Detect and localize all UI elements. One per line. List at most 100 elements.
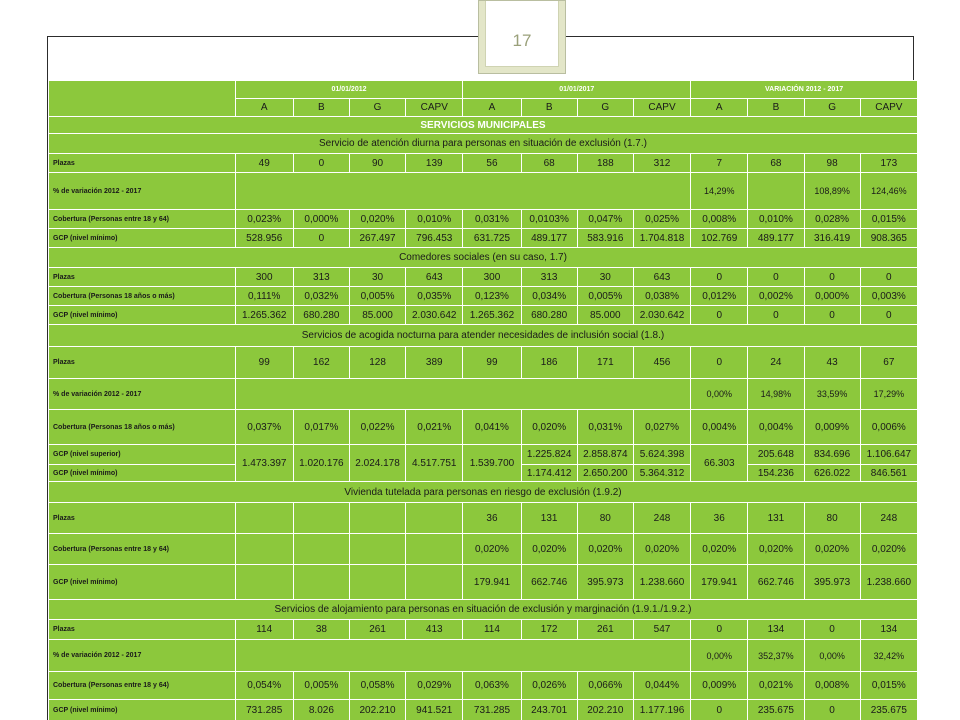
table-cell: 85.000 (576, 305, 634, 325)
table-cell: 0,020% (632, 533, 692, 565)
table-cell: 0,020% (576, 533, 634, 565)
table-cell (292, 533, 350, 565)
table-cell: 172 (520, 619, 578, 640)
table-row: GCP (nivel mínimo) 1.265.362 680.280 85.000… (48, 305, 919, 325)
table-cell: 134 (747, 619, 805, 640)
row-label: Plazas (48, 153, 236, 173)
table-cell: 662.746 (520, 564, 578, 600)
table-cell: 139 (405, 153, 464, 173)
table-cell: 0,021% (747, 671, 805, 700)
table-cell: 24 (747, 346, 805, 379)
empty-cell (234, 378, 692, 410)
table-row: % de variación 2012 - 2017 14,29% 108,89% 1… (48, 172, 919, 210)
table-cell: 0 (803, 699, 861, 720)
table-cell (234, 533, 294, 565)
row-label: GCP (nivel mínimo) (48, 464, 236, 482)
header-year-2017: 01/01/2017 (462, 80, 692, 99)
table-row: GCP (nivel superior) 1.473.397 1.020.176 2.… (48, 444, 919, 482)
table-cell: 0,004% (747, 409, 805, 445)
table-cell: 643 (632, 267, 692, 287)
table-cell: 0,063% (462, 671, 522, 700)
table-cell: 248 (859, 502, 919, 534)
table-cell: 0 (690, 699, 749, 720)
table-cell: 0,020% (747, 533, 805, 565)
group-title-row: Servicios de alojamiento para personas e… (48, 599, 918, 620)
table-cell: 313 (292, 267, 350, 287)
row-label: GCP (nivel mínimo) (48, 228, 236, 248)
empty-cell (234, 172, 692, 210)
table-cell (747, 172, 805, 210)
table-cell: 0,023% (234, 209, 294, 229)
page-number-tab: 17 (478, 0, 566, 74)
table-cell: 1.174.412 (520, 464, 578, 482)
table-cell: 2.650.200 (576, 464, 634, 482)
table-cell: 17,29% (859, 378, 919, 410)
table-cell: 1.265.362 (234, 305, 294, 325)
table-cell: 0,031% (462, 209, 522, 229)
table-cell: 43 (803, 346, 861, 379)
table-cell (348, 564, 407, 600)
table-cell: 0,020% (690, 533, 749, 565)
table-cell: 0,026% (520, 671, 578, 700)
row-label: Cobertura (Personas entre 18 y 64) (48, 671, 236, 700)
table-cell: 154.236 (747, 464, 805, 482)
table-cell: 0,066% (576, 671, 634, 700)
table-row: Cobertura (Personas 18 años o más) 0,111%… (48, 286, 919, 306)
table-cell: 0 (690, 346, 749, 379)
table-cell: 0,009% (803, 409, 861, 445)
row-label: GCP (nivel mínimo) (48, 699, 236, 720)
table-cell: 0 (803, 305, 861, 325)
table-cell: 0 (292, 153, 350, 173)
table-cell: 128 (348, 346, 407, 379)
table-cell: 14,29% (690, 172, 749, 210)
table-cell: 179.941 (690, 564, 749, 600)
group-title-row: Vivienda tutelada para personas en riesg… (48, 481, 918, 503)
table-cell: 131 (520, 502, 578, 534)
table-cell (234, 502, 294, 534)
table-cell: 1.473.397 (234, 444, 294, 482)
table-cell: 134 (859, 619, 919, 640)
table-cell: 0,00% (690, 639, 749, 672)
header-col: G (576, 98, 634, 117)
table-cell: 312 (632, 153, 692, 173)
table-cell: 313 (520, 267, 578, 287)
table-cell: 30 (348, 267, 407, 287)
section-title: SERVICIOS MUNICIPALES (48, 116, 918, 134)
table-cell: 1.238.660 (859, 564, 919, 600)
table-cell: 99 (462, 346, 522, 379)
table-cell: 456 (632, 346, 692, 379)
row-label: GCP (nivel mínimo) (48, 305, 236, 325)
row-label: % de variación 2012 - 2017 (48, 639, 236, 672)
table-cell: 80 (803, 502, 861, 534)
group-title-row: Comedores sociales (en su caso, 1.7) (48, 247, 918, 268)
table-cell: 834.696 (803, 444, 861, 465)
group-title: Comedores sociales (en su caso, 1.7) (48, 247, 918, 268)
table-cell: 36 (462, 502, 522, 534)
table-cell: 0,037% (234, 409, 294, 445)
table-row: % de variación 2012 - 2017 0,00% 14,98% 33,… (48, 378, 919, 410)
table-cell: 0,047% (576, 209, 634, 229)
row-label: GCP (nivel mínimo) (48, 564, 236, 600)
table-cell: 0,017% (292, 409, 350, 445)
table-row: GCP (nivel mínimo) 1.174.412 2.650.200 5.36… (48, 464, 919, 482)
table-cell: 0,002% (747, 286, 805, 306)
group-title: Vivienda tutelada para personas en riesg… (48, 481, 918, 503)
table-cell (292, 502, 350, 534)
table-cell: 33,59% (803, 378, 861, 410)
table-cell: 98 (803, 153, 861, 173)
table-cell: 0,111% (234, 286, 294, 306)
table-cell: 248 (632, 502, 692, 534)
group-title: Servicio de atención diurna para persona… (48, 133, 918, 154)
table-cell: 179.941 (462, 564, 522, 600)
table-cell: 0,020% (859, 533, 919, 565)
table-cell: 90 (348, 153, 407, 173)
table-cell: 0,025% (632, 209, 692, 229)
table-cell: 680.280 (292, 305, 350, 325)
table-cell: 1.177.196 (632, 699, 692, 720)
table-cell: 0,012% (690, 286, 749, 306)
table-cell: 0,005% (576, 286, 634, 306)
table-cell: 68 (520, 153, 578, 173)
table-cell: 49 (234, 153, 294, 173)
table-cell (292, 564, 350, 600)
table-cell: 0 (690, 305, 749, 325)
